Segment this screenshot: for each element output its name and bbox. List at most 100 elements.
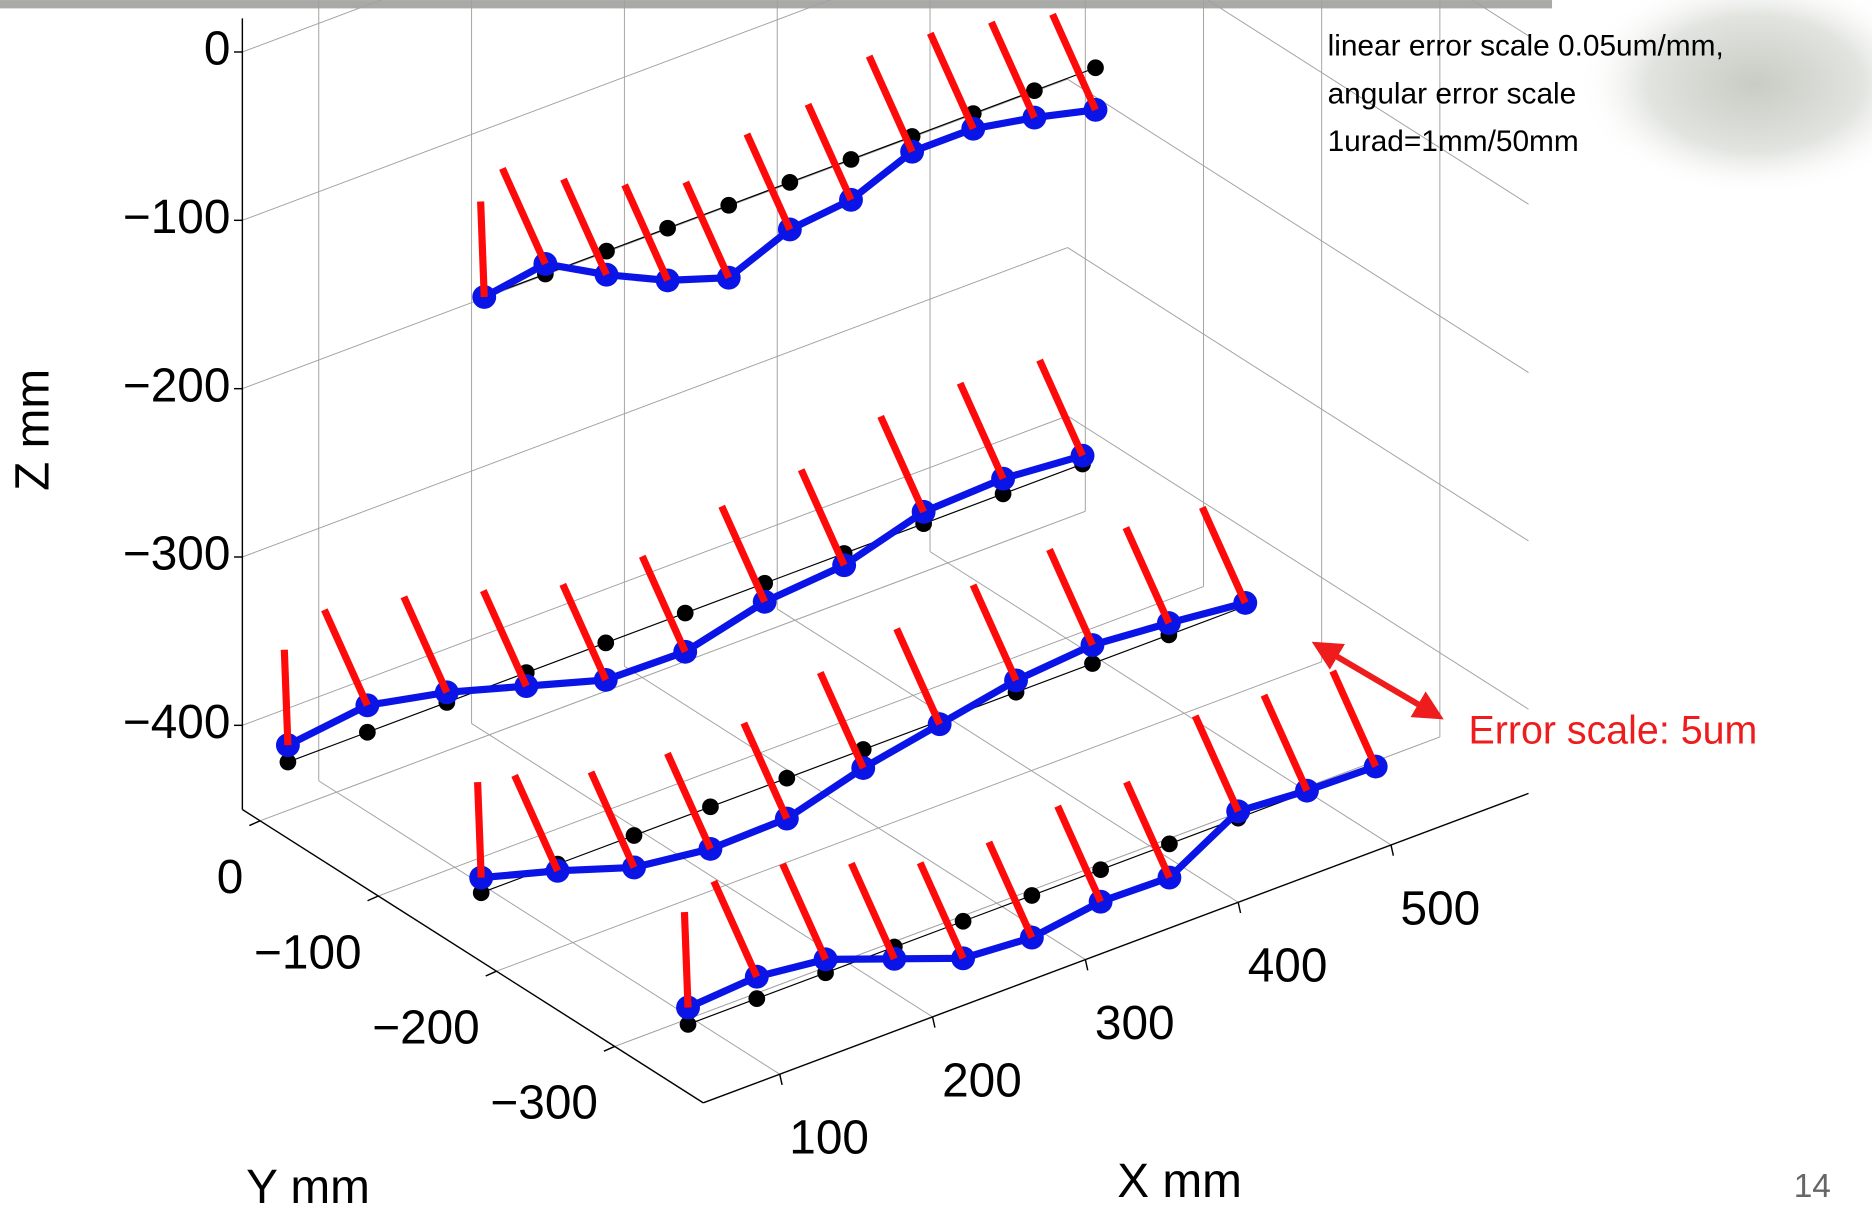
grid-line	[1067, 247, 1529, 542]
tick-mark	[1084, 959, 1089, 971]
angular-error-bar	[816, 671, 867, 770]
angular-error-bar	[400, 595, 451, 694]
nominal-point	[781, 174, 799, 191]
angular-error-bar	[621, 183, 671, 282]
x-tick-label: 500	[1401, 882, 1481, 935]
x-tick-label: 100	[789, 1112, 869, 1165]
tick-mark	[779, 1074, 783, 1086]
nominal-point	[720, 196, 738, 214]
z-axis-label: Z mm	[6, 369, 59, 491]
nominal-point	[842, 151, 860, 168]
angular-error-bar	[1122, 526, 1173, 625]
angular-error-bar	[1199, 505, 1249, 605]
grid-line	[318, 780, 780, 1075]
angular-error-bar	[1054, 804, 1104, 904]
tick-mark	[485, 970, 497, 977]
angular-error-bar	[1036, 358, 1086, 458]
note-line: angular error scale	[1328, 77, 1577, 110]
nominal-point	[702, 798, 719, 816]
nominal-point	[1084, 655, 1101, 672]
angular-error-bar	[804, 102, 855, 202]
angular-error-bar	[511, 773, 561, 873]
note-line: linear error scale 0.05um/mm,	[1328, 30, 1724, 63]
nominal-point	[659, 219, 676, 237]
tick-mark	[249, 820, 261, 827]
nominal-point	[1023, 887, 1041, 904]
nominal-point	[1026, 82, 1043, 100]
z-tick-label: 0	[204, 23, 231, 76]
y-tick-label: −200	[372, 1002, 480, 1055]
y-tick-label: −100	[254, 926, 362, 979]
angular-error-bar	[865, 54, 916, 154]
nominal-point	[359, 723, 376, 741]
angular-error-bar	[559, 582, 610, 682]
angular-error-bar	[985, 840, 1036, 940]
angular-error-bar	[682, 180, 733, 280]
angular-error-bar	[1329, 669, 1379, 768]
x-tick-label: 400	[1248, 940, 1328, 993]
angular-error-bar	[664, 751, 714, 851]
grid-line	[1067, 78, 1529, 373]
page-number: 14	[1794, 1168, 1831, 1205]
error-scale-arrow	[1311, 641, 1444, 720]
measured-line	[480, 599, 1247, 882]
grid-line	[242, 0, 383, 53]
z-tick-label: −100	[123, 191, 231, 244]
tick-mark	[367, 895, 379, 902]
angular-error-bar	[956, 381, 1007, 481]
grid-line	[624, 665, 1086, 960]
measured-point	[472, 285, 497, 309]
angular-error-bar	[638, 554, 689, 654]
angular-error-bar	[477, 201, 488, 298]
grid-line	[1206, 0, 1529, 205]
z-tick-label: −300	[123, 528, 231, 581]
angular-error-bar	[587, 770, 638, 869]
note-line: 1urad=1mm/50mm	[1328, 125, 1579, 158]
angular-error-bar	[1191, 714, 1242, 813]
angular-error-bar	[927, 31, 977, 131]
angular-error-bar	[916, 861, 967, 960]
angular-error-bar	[743, 132, 794, 231]
nominal-point	[625, 827, 643, 844]
angular-error-bar	[740, 721, 791, 821]
angular-error-bar	[779, 862, 829, 961]
grid-line	[1067, 415, 1529, 710]
x-axis-label: X mm	[1117, 1155, 1242, 1208]
nominal-point	[1087, 59, 1104, 77]
nominal-point	[679, 1016, 697, 1033]
background-decoration	[1575, 0, 1872, 198]
nominal-point	[1161, 835, 1178, 853]
tick-mark	[931, 1016, 936, 1028]
angular-error-bar	[480, 589, 530, 688]
tick-mark	[603, 1045, 615, 1052]
angular-error-bar	[1046, 548, 1096, 647]
angular-error-bar	[988, 20, 1038, 120]
nominal-point	[1092, 861, 1109, 879]
nominal-point	[598, 242, 615, 260]
nominal-point	[954, 912, 972, 930]
angular-error-bar	[499, 166, 549, 266]
nominal-point	[279, 753, 297, 771]
plot-area	[275, 12, 1388, 1033]
angular-error-bar	[1123, 780, 1173, 880]
grid-line	[242, 415, 1068, 726]
angular-error-bar	[710, 879, 761, 979]
angular-error-bar	[680, 911, 692, 1008]
grid-line	[242, 247, 1068, 558]
nominal-point	[778, 769, 796, 787]
axis-line	[241, 808, 704, 1104]
angular-error-bar	[474, 781, 485, 878]
grid-line	[378, 586, 1204, 897]
angular-error-bar	[280, 649, 292, 746]
angular-error-bar	[718, 504, 768, 604]
grid-line	[242, 78, 1068, 390]
x-tick-label: 300	[1095, 997, 1175, 1050]
error-scale-label: Error scale: 5um	[1468, 709, 1757, 753]
z-tick-label: −400	[123, 696, 231, 749]
top-bar	[0, 0, 1553, 9]
y-axis-label: Y mm	[246, 1161, 370, 1214]
tick-mark	[1390, 844, 1395, 856]
grid-line	[496, 661, 1322, 972]
angular-error-bar	[1260, 693, 1311, 793]
